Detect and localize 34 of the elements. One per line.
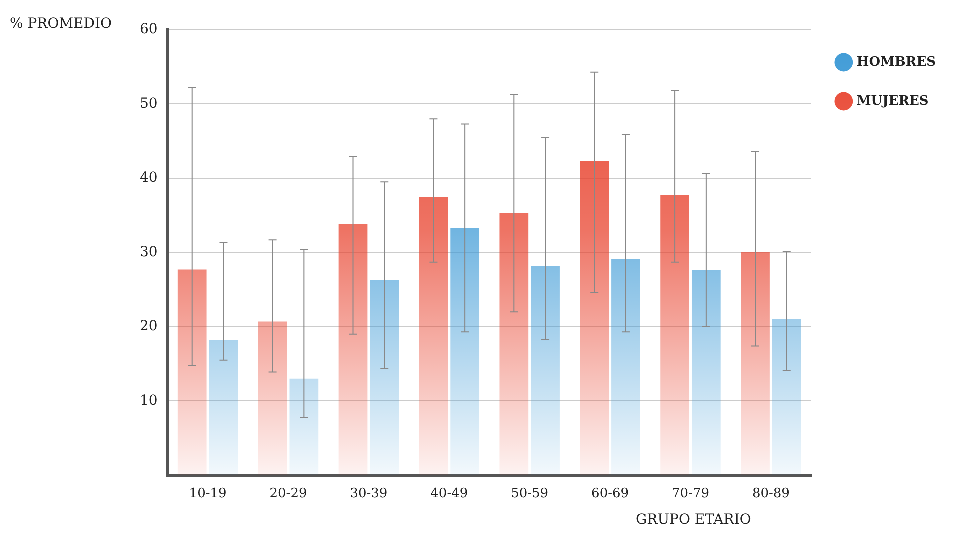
x-tick-label: 60-69: [592, 486, 630, 502]
x-tick-label: 10-19: [189, 486, 227, 502]
bar: [290, 378, 319, 475]
x-tick-label: 40-49: [430, 486, 468, 502]
bar: [612, 259, 640, 475]
bar: [258, 322, 288, 475]
bar: [772, 320, 802, 475]
y-tick-label: 50: [140, 96, 158, 112]
legend-label: HOMBRES: [856, 54, 936, 70]
x-axis-title: GRUPO ETARIO: [636, 512, 752, 528]
x-tick-label: 30-39: [350, 486, 388, 502]
y-tick-label: 10: [140, 392, 158, 409]
bar: [580, 161, 610, 475]
y-tick-label: 30: [140, 244, 158, 260]
bar: [531, 266, 560, 475]
bar: [178, 270, 207, 475]
y-tick-label: 40: [140, 170, 158, 186]
legend-label: MUJERES: [856, 94, 929, 109]
y-axis-title: % PROMEDIO: [10, 16, 112, 32]
y-tick-label: 20: [140, 318, 158, 335]
y-tick-label: 60: [140, 22, 158, 38]
bar: [500, 213, 529, 475]
x-tick-label: 80-89: [752, 486, 790, 502]
x-tick-label: 50-59: [511, 486, 549, 502]
bar: [450, 228, 480, 475]
x-tick-label: 70-79: [672, 486, 710, 502]
bar: [660, 196, 690, 475]
bar: [209, 340, 238, 475]
bar: [370, 280, 400, 475]
bar: [692, 270, 721, 475]
bar: [741, 252, 770, 475]
bar: [419, 197, 448, 475]
x-tick-label: 20-29: [270, 486, 308, 502]
bar: [338, 224, 368, 475]
